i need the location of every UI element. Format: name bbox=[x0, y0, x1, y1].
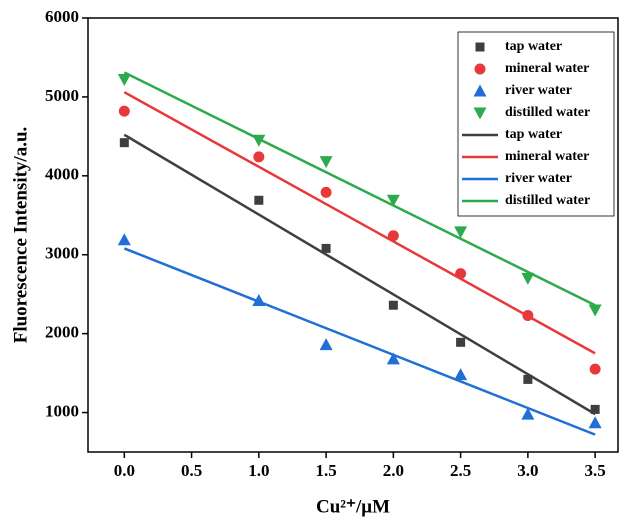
data-point bbox=[386, 352, 400, 365]
data-point bbox=[521, 272, 535, 285]
data-point bbox=[521, 407, 535, 420]
data-point bbox=[253, 151, 265, 163]
fit-line bbox=[123, 247, 596, 436]
y-tick-label: 4000 bbox=[45, 165, 79, 184]
data-point bbox=[456, 337, 466, 347]
data-point bbox=[319, 156, 333, 169]
x-axis-label: Cu²⁺/μM bbox=[316, 496, 390, 517]
legend-marker bbox=[474, 63, 486, 75]
legend-label: river water bbox=[505, 83, 572, 98]
y-tick-label: 2000 bbox=[45, 323, 79, 342]
data-point bbox=[388, 300, 398, 310]
legend-marker bbox=[475, 42, 485, 52]
data-point bbox=[118, 105, 130, 117]
legend-label: distilled water bbox=[505, 193, 590, 208]
legend-label: tap water bbox=[505, 127, 562, 142]
legend-label: mineral water bbox=[505, 149, 589, 164]
x-tick-label: 3.5 bbox=[585, 461, 606, 480]
y-tick-label: 3000 bbox=[45, 244, 79, 263]
plot-frame bbox=[87, 17, 619, 453]
data-point bbox=[454, 368, 468, 381]
data-point bbox=[117, 233, 131, 246]
x-tick-label: 0.0 bbox=[114, 461, 135, 480]
data-point bbox=[119, 138, 129, 148]
data-point bbox=[590, 404, 600, 414]
legend-marker bbox=[473, 84, 487, 97]
data-point bbox=[254, 195, 264, 205]
data-point bbox=[321, 243, 331, 253]
y-tick-label: 1000 bbox=[45, 401, 79, 420]
data-point bbox=[523, 374, 533, 384]
fit-line bbox=[123, 71, 596, 307]
legend-label: distilled water bbox=[505, 105, 590, 120]
data-point bbox=[588, 416, 602, 429]
legend-label: tap water bbox=[505, 39, 562, 54]
legend-box bbox=[457, 31, 615, 217]
data-point bbox=[319, 338, 333, 351]
legend-marker bbox=[473, 107, 487, 120]
y-tick-label: 5000 bbox=[45, 86, 79, 105]
x-tick-label: 0.5 bbox=[181, 461, 202, 480]
data-point bbox=[320, 186, 332, 198]
fit-line bbox=[123, 133, 596, 416]
x-tick-label: 1.0 bbox=[248, 461, 269, 480]
x-tick-label: 3.0 bbox=[517, 461, 538, 480]
x-tick-label: 2.5 bbox=[450, 461, 471, 480]
fit-line bbox=[123, 91, 596, 355]
data-point bbox=[588, 304, 602, 317]
data-point bbox=[454, 226, 468, 239]
data-point bbox=[386, 194, 400, 207]
data-point bbox=[117, 74, 131, 87]
y-tick-label: 6000 bbox=[45, 7, 79, 26]
x-tick-label: 1.5 bbox=[315, 461, 336, 480]
legend-label: river water bbox=[505, 171, 572, 186]
y-axis-label: Fluorescence Intensity/a.u. bbox=[10, 127, 31, 344]
legend-label: mineral water bbox=[505, 61, 589, 76]
data-point bbox=[589, 363, 601, 375]
x-tick-label: 2.0 bbox=[383, 461, 404, 480]
